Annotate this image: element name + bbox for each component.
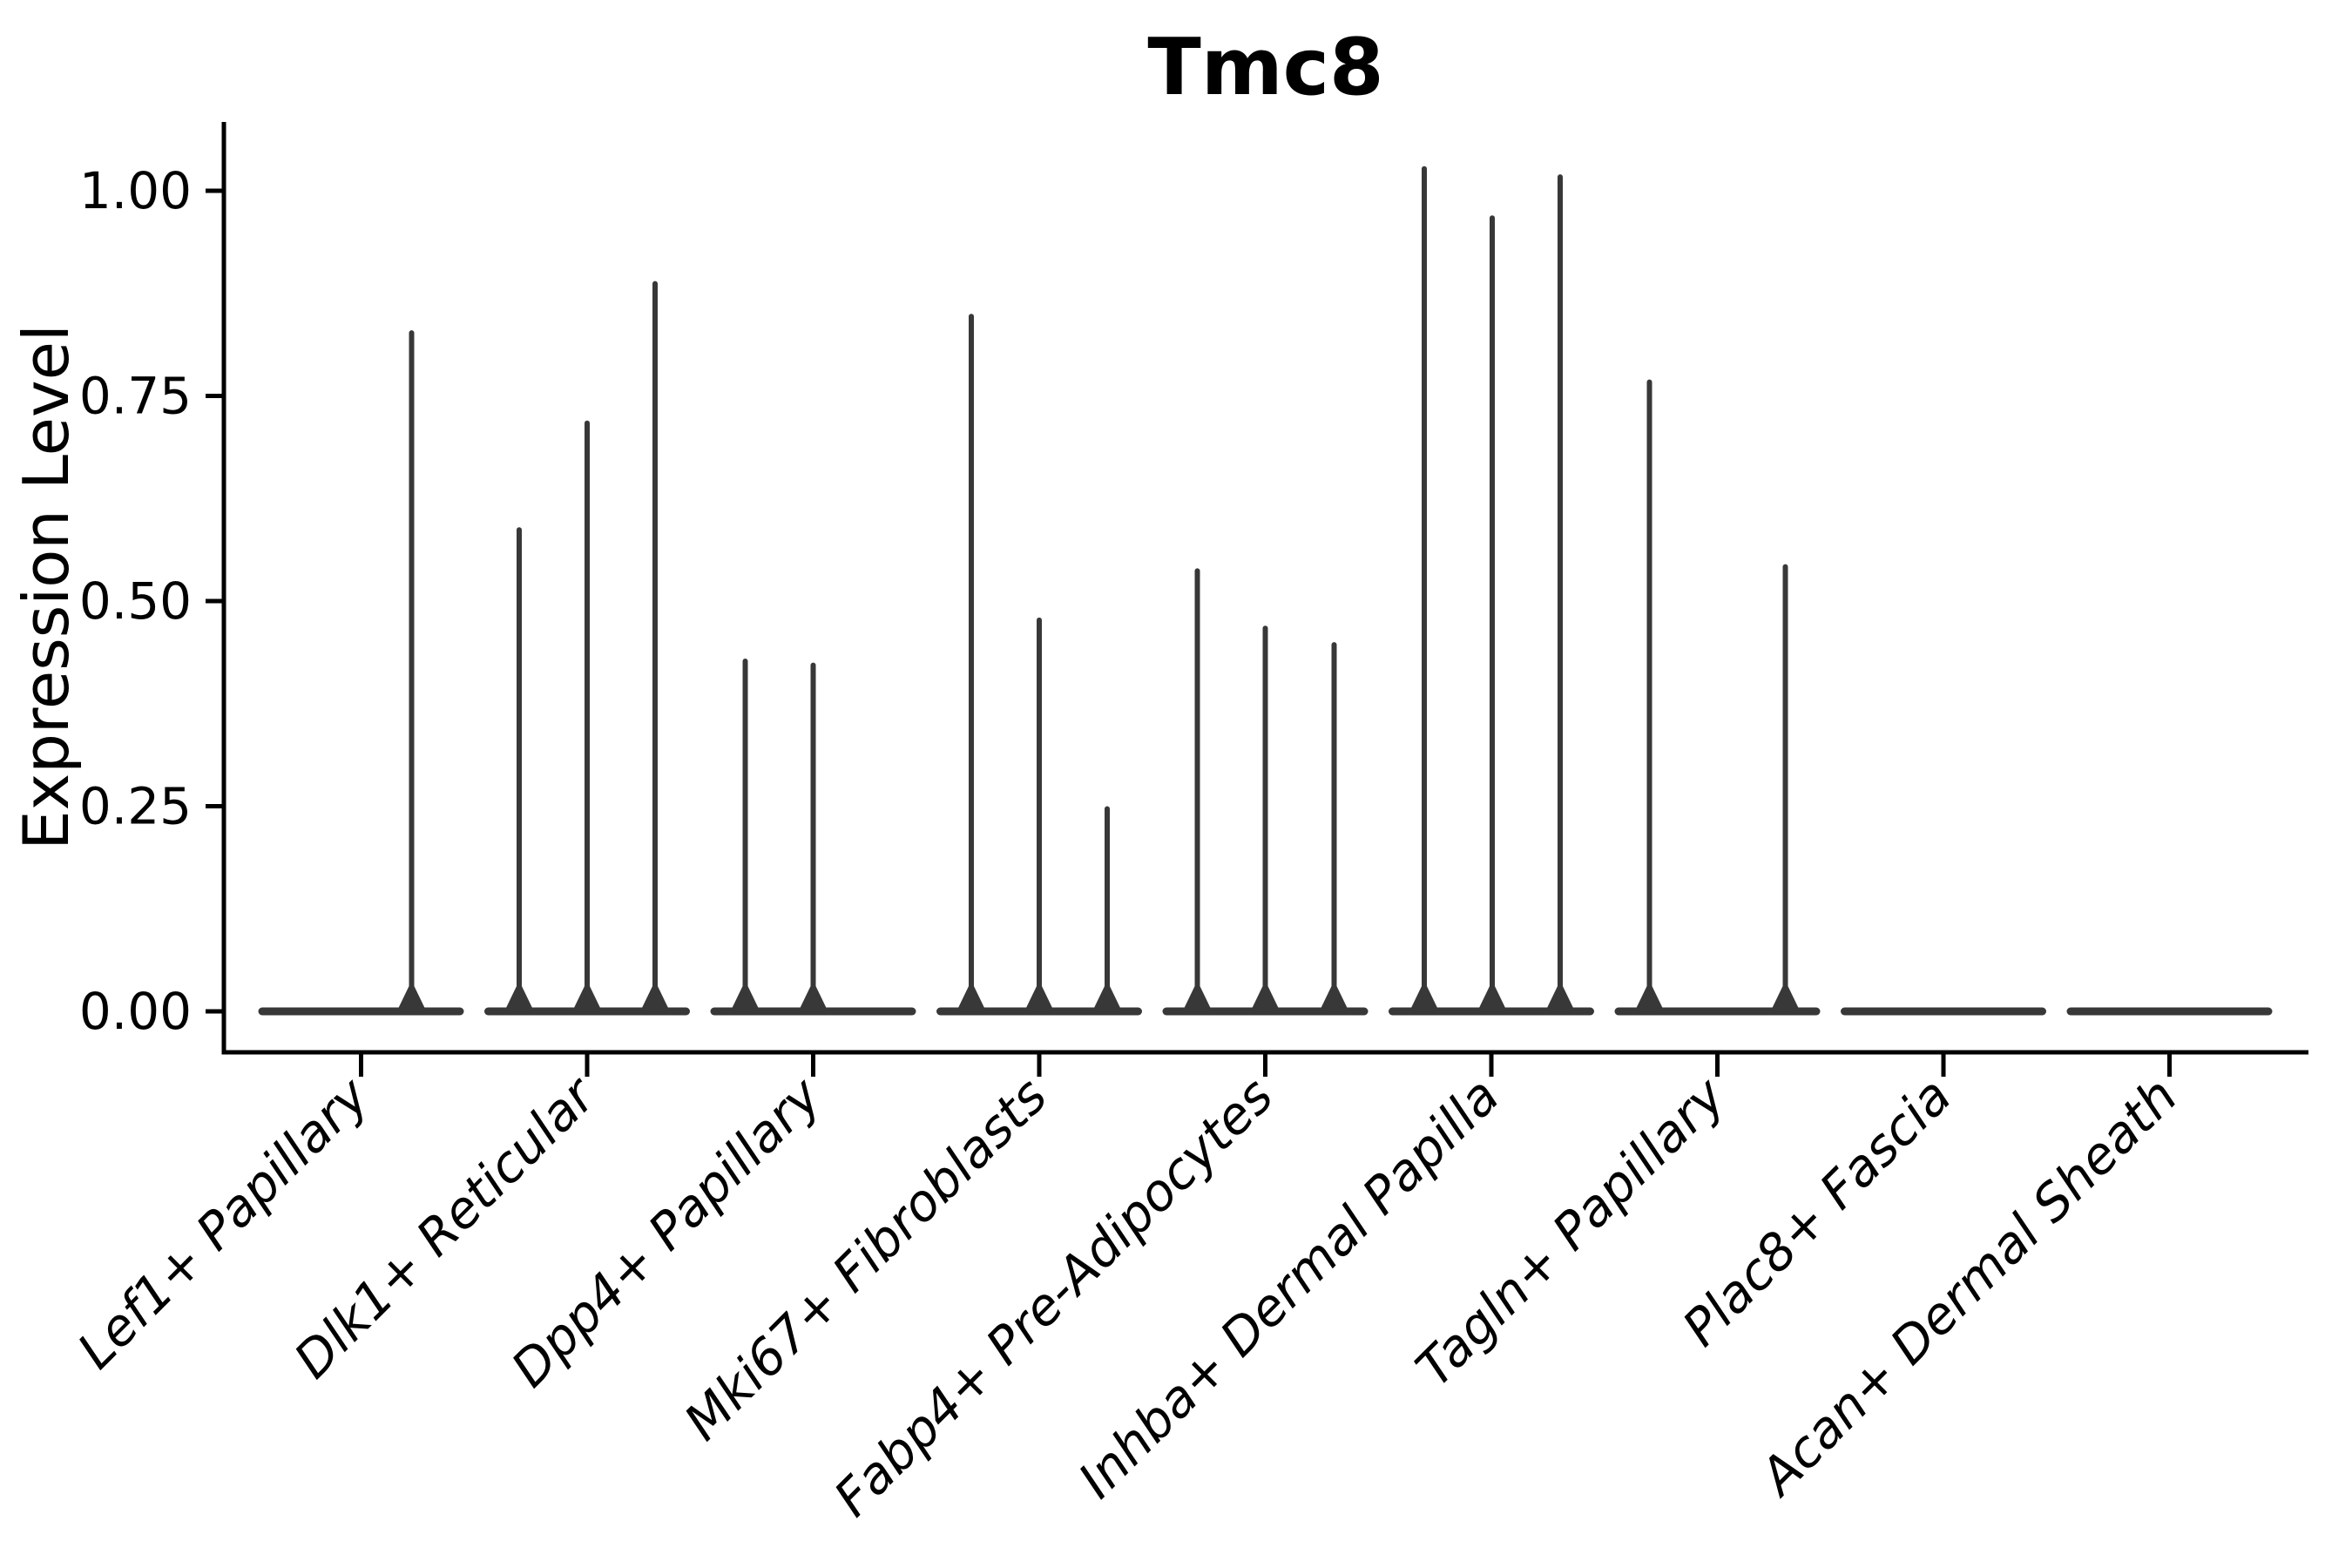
violin-baseline bbox=[2066, 1007, 2273, 1016]
violin-baseline bbox=[710, 1007, 916, 1016]
violin-baseline bbox=[1389, 1007, 1594, 1016]
x-tick-label: Acan+ Dermal Sheath bbox=[1747, 1066, 2189, 1509]
violin-baseline bbox=[1841, 1007, 2046, 1016]
violin-baseline bbox=[1614, 1007, 1821, 1016]
y-tick-label: 0.75 bbox=[79, 367, 192, 426]
violin-baseline bbox=[936, 1007, 1142, 1016]
violin-baseline bbox=[484, 1007, 690, 1016]
x-tick-label: Mki67+ Fibroblasts bbox=[672, 1066, 1058, 1452]
violin-baseline bbox=[1162, 1007, 1369, 1016]
y-tick-label: 0.25 bbox=[79, 777, 192, 836]
y-axis-title: Expression Level bbox=[10, 324, 83, 850]
chart-title: Tmc8 bbox=[1147, 22, 1383, 113]
violin-baseline bbox=[258, 1007, 464, 1016]
x-tick-label: Inhba+ Dermal Papilla bbox=[1067, 1066, 1511, 1510]
y-tick-label: 1.00 bbox=[79, 161, 192, 220]
y-tick-label: 0.00 bbox=[79, 982, 192, 1041]
x-tick-label: Fabp4+ Pre-Adipocytes bbox=[822, 1066, 1284, 1528]
y-tick-label: 0.50 bbox=[79, 571, 192, 631]
